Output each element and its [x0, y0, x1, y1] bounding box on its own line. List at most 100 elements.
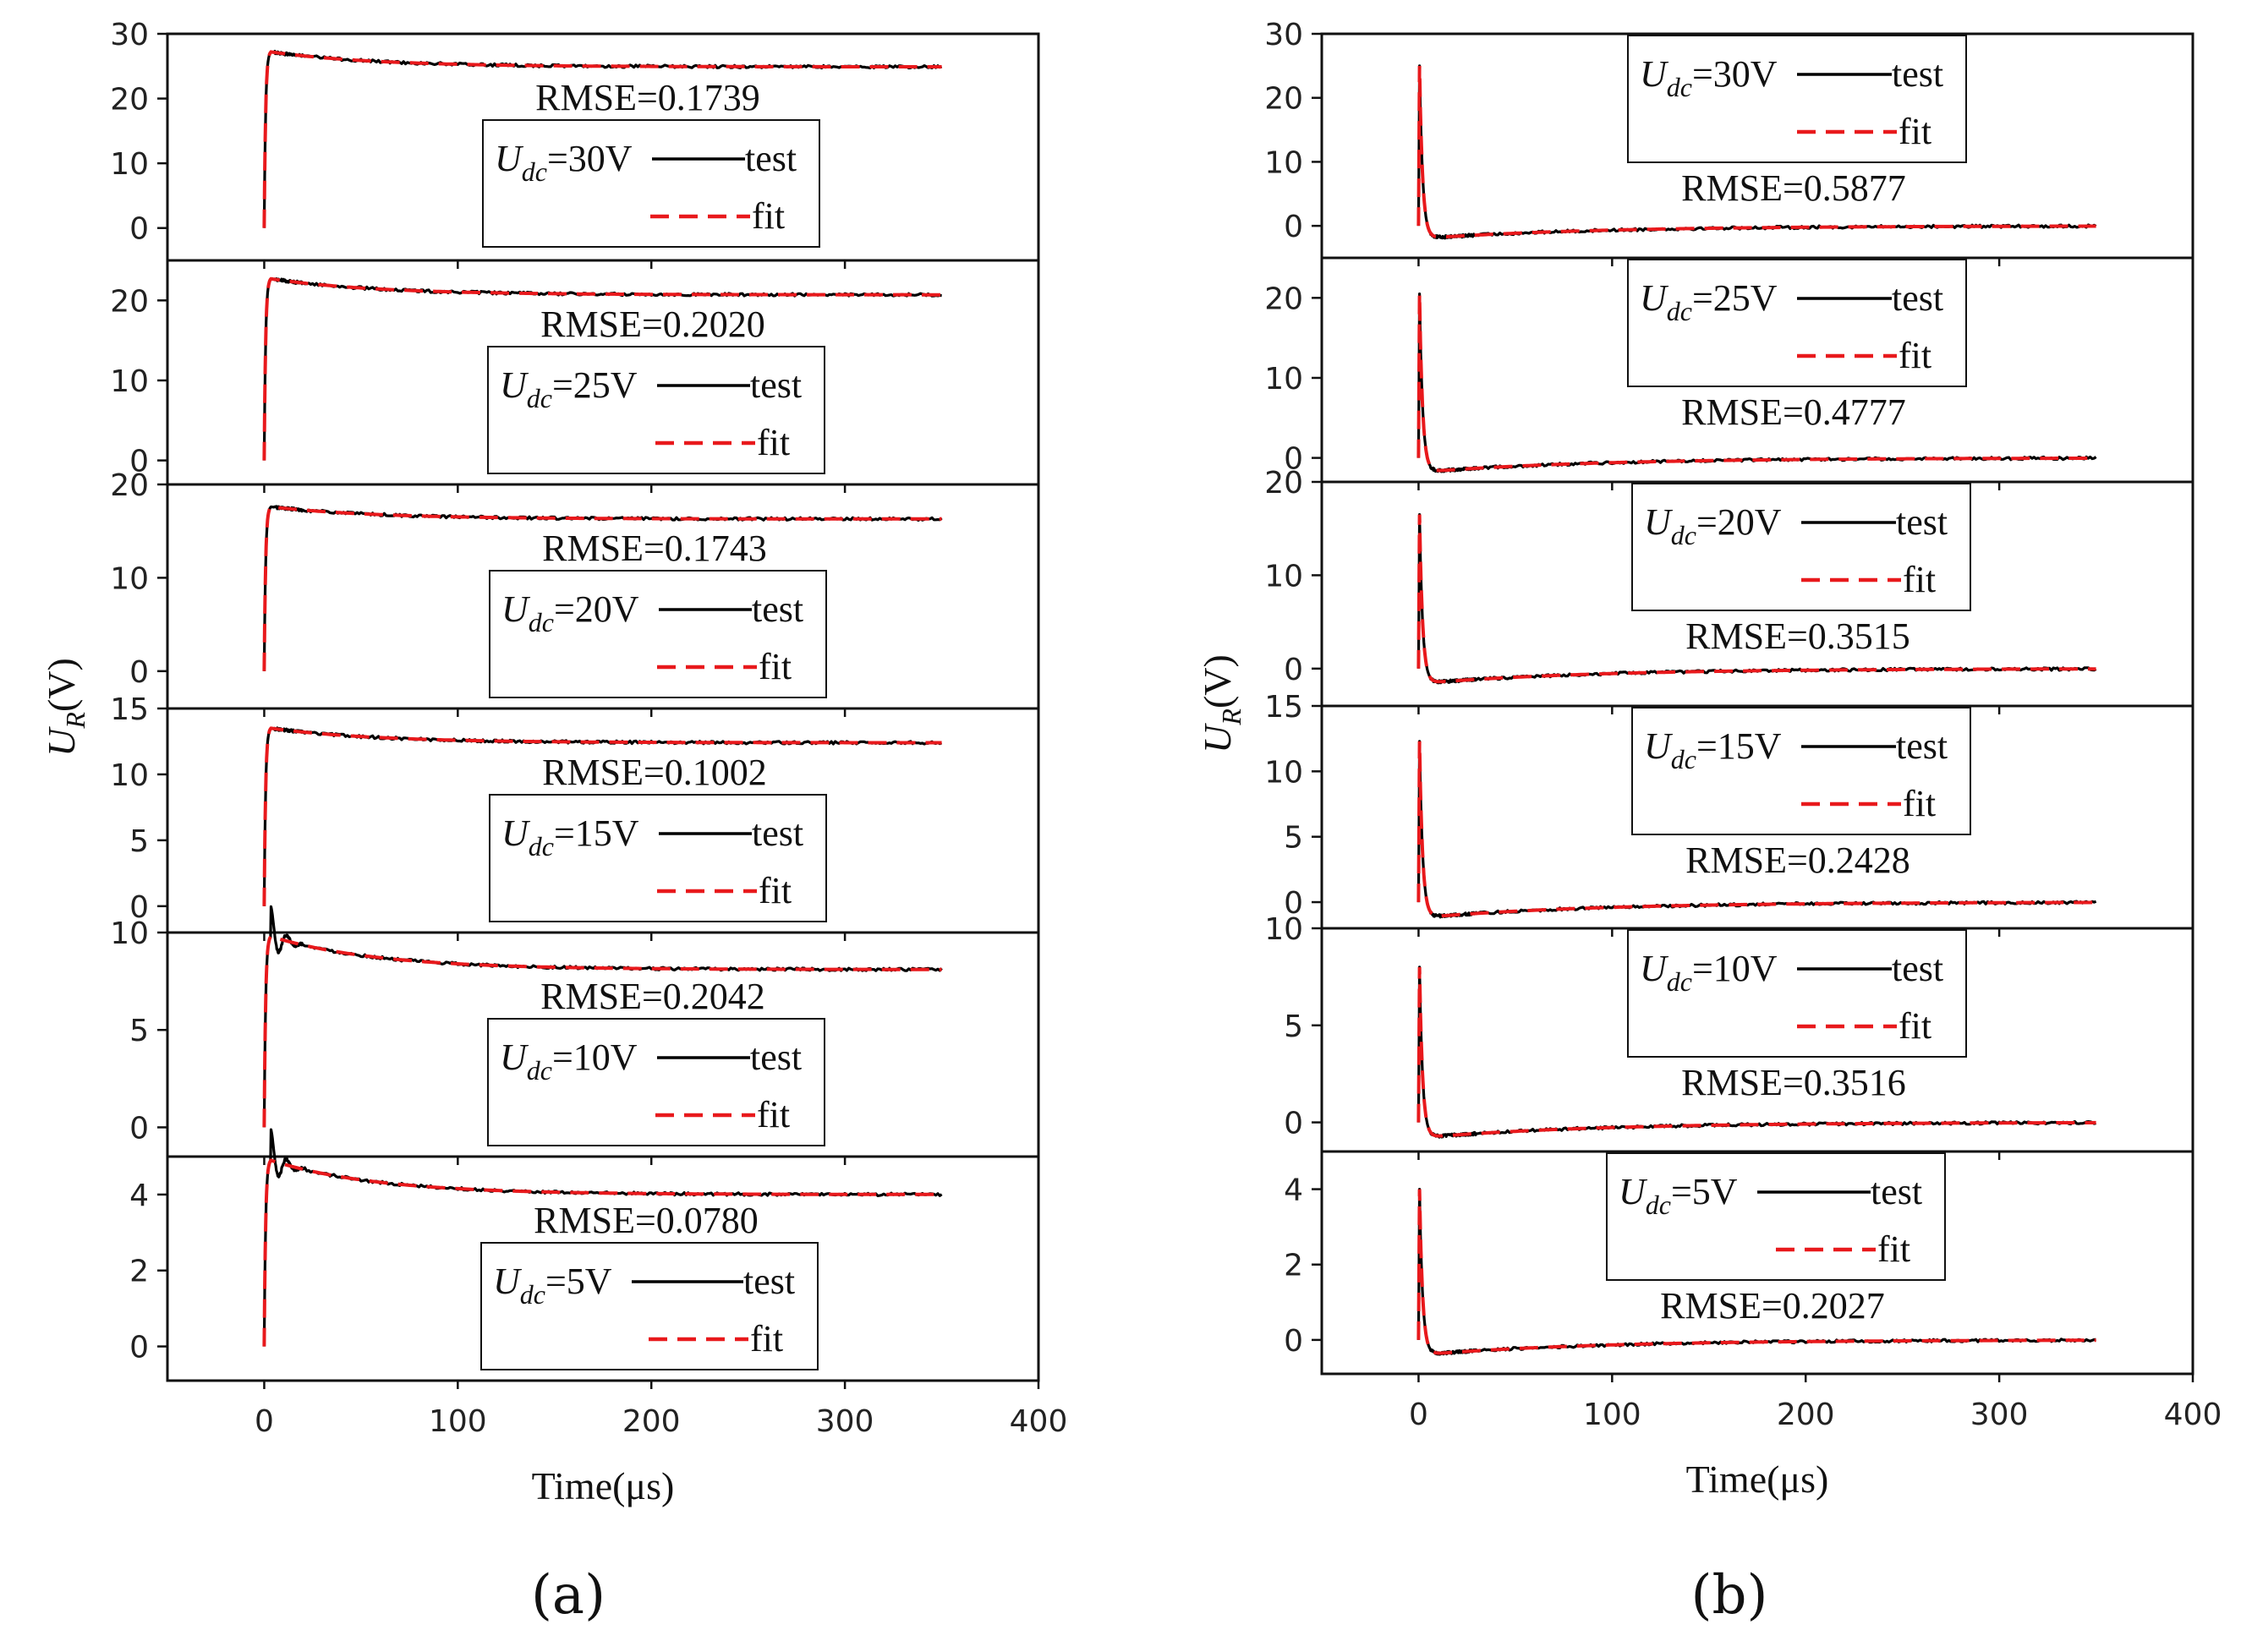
y-tick-label: 0 [1284, 1324, 1303, 1359]
legend-fit-label: fit [752, 195, 785, 237]
x-axis-title: Time(μs) [532, 1464, 675, 1507]
rmse-label: RMSE=0.3515 [1685, 615, 1910, 657]
x-tick-label: 400 [1010, 1404, 1068, 1439]
y-tick-label: 4 [1284, 1173, 1303, 1208]
subplot-6: 0 2 4 Udc=5V test fit RMSE=0.2027 [1284, 1150, 2194, 1382]
legend-fit-label: fit [1899, 1005, 1931, 1047]
legend-udc-label: Udc=15V [501, 812, 639, 862]
legend-fit-label: fit [1903, 559, 1936, 600]
y-tick-label: 10 [1264, 145, 1303, 180]
legend-frame [1631, 483, 1971, 611]
series-fit-line [1416, 1189, 2096, 1355]
x-tick-label: 100 [429, 1404, 487, 1439]
y-tick-label: 0 [129, 445, 149, 479]
legend-udc-label: Udc=20V [1644, 501, 1782, 550]
legend-udc-label: Udc=25V [500, 364, 638, 413]
legend-box: Udc=20V test fit [1631, 483, 1971, 611]
legend-udc-label: Udc=15V [1644, 725, 1782, 774]
y-tick-label: 20 [1264, 82, 1303, 117]
y-tick-label: 20 [110, 83, 149, 118]
y-tick-label: 10 [110, 364, 149, 399]
panel-b-label: (b) [1691, 1564, 1768, 1627]
legend-udc-label: Udc=30V [495, 138, 633, 187]
legend-fit-label: fit [1899, 111, 1931, 152]
y-tick-label: 10 [1264, 912, 1303, 947]
rmse-label: RMSE=0.2428 [1685, 840, 1910, 881]
series-fit-line [1416, 966, 2096, 1138]
y-tick-label: 0 [129, 890, 149, 925]
y-tick-label: 10 [1264, 755, 1303, 790]
legend-fit-label: fit [759, 646, 792, 687]
y-tick-label: 0 [129, 655, 149, 690]
rmse-label: RMSE=0.1739 [535, 77, 760, 118]
legend-fit-label: fit [1899, 335, 1931, 376]
legend-fit-label: fit [750, 1318, 783, 1359]
rmse-label: RMSE=0.1743 [542, 528, 767, 569]
legend-box: Udc=30V test fit [1627, 35, 1967, 163]
y-tick-label: 15 [110, 692, 149, 727]
y-tick-label: 0 [129, 212, 149, 247]
rmse-label: RMSE=0.3516 [1681, 1062, 1906, 1103]
legend-frame [1631, 707, 1971, 835]
y-tick-label: 10 [110, 916, 149, 951]
legend-udc-label: Udc=5V [493, 1261, 612, 1310]
legend-frame [487, 346, 825, 474]
subplot-3: 0 10 20 Udc=20V test fit RMSE=0.3515 [1264, 466, 2194, 714]
subplot-5: 0 5 10 Udc=10V test fit RMSE=0.2042 [110, 905, 1040, 1165]
y-tick-label: 20 [110, 284, 149, 319]
legend-box: Udc=25V test fit [1627, 259, 1967, 387]
x-tick-label: 200 [1777, 1398, 1835, 1432]
legend-box: Udc=10V test fit [487, 1018, 825, 1146]
x-tick-label: 400 [2164, 1398, 2222, 1432]
legend-fit-label: fit [759, 870, 792, 911]
series-fit-line [262, 726, 942, 906]
series-fit-line [1416, 514, 2096, 684]
series-fit-line [1416, 741, 2096, 918]
legend-fit-label: fit [1903, 783, 1936, 824]
y-tick-label: 4 [129, 1179, 149, 1213]
subplot-6: 0 2 4 Udc=5V test fit RMSE=0.0780 [129, 1128, 1040, 1389]
legend-test-label: test [750, 1037, 802, 1078]
panel-a-label: (a) [531, 1564, 605, 1627]
y-tick-label: 10 [1264, 559, 1303, 594]
plot-frame [166, 1155, 1040, 1382]
legend-box: Udc=25V test fit [487, 346, 825, 474]
legend-box: Udc=15V test fit [489, 794, 827, 922]
subplot-3: 0 10 20 Udc=20V test fit RMSE=0.1743 [110, 468, 1040, 717]
legend-test-label: test [1896, 725, 1948, 767]
legend-test-label: test [752, 588, 803, 630]
y-tick-label: 5 [1284, 1009, 1303, 1044]
legend-frame [489, 570, 827, 698]
subplot-2: 0 10 20 Udc=25V test fit RMSE=0.2020 [110, 259, 1040, 493]
x-tick-label: 0 [1409, 1398, 1428, 1432]
legend-udc-label: Udc=5V [1619, 1171, 1738, 1220]
subplot-1: 0 10 20 30 Udc=30V test fit RMSE=0.5877 [1264, 18, 2194, 266]
rmse-label: RMSE=0.5877 [1681, 167, 1906, 209]
legend-box: Udc=10V test fit [1627, 929, 1967, 1058]
y-tick-label: 5 [129, 1014, 149, 1048]
legend-box: Udc=5V test fit [1606, 1152, 1946, 1281]
legend-frame [482, 119, 820, 248]
x-axis-title: Time(μs) [1686, 1458, 1829, 1501]
legend-udc-label: Udc=10V [500, 1037, 638, 1086]
subplot-2: 0 10 20 Udc=25V test fit RMSE=0.4777 [1264, 256, 2194, 490]
series-fit-line [262, 50, 942, 228]
legend-test-label: test [745, 138, 797, 179]
rmse-label: RMSE=0.2042 [540, 976, 765, 1017]
series-fit-line [262, 1158, 942, 1347]
y-tick-label: 0 [1284, 1107, 1303, 1141]
rmse-label: RMSE=0.2020 [540, 304, 765, 345]
x-tick-label: 300 [1970, 1398, 2029, 1432]
y-tick-label: 20 [110, 468, 149, 503]
legend-box: Udc=15V test fit [1631, 707, 1971, 835]
y-tick-label: 15 [1264, 690, 1303, 725]
series-fit-line [1416, 293, 2096, 473]
legend-test-label: test [1871, 1171, 1922, 1212]
y-tick-label: 30 [1264, 18, 1303, 52]
legend-frame [489, 794, 827, 922]
rmse-label: RMSE=0.4777 [1681, 391, 1906, 433]
x-tick-label: 200 [622, 1404, 681, 1439]
subplot-1: 0 10 20 30 Udc=30V test fit RMSE=0.1739 [110, 18, 1040, 269]
